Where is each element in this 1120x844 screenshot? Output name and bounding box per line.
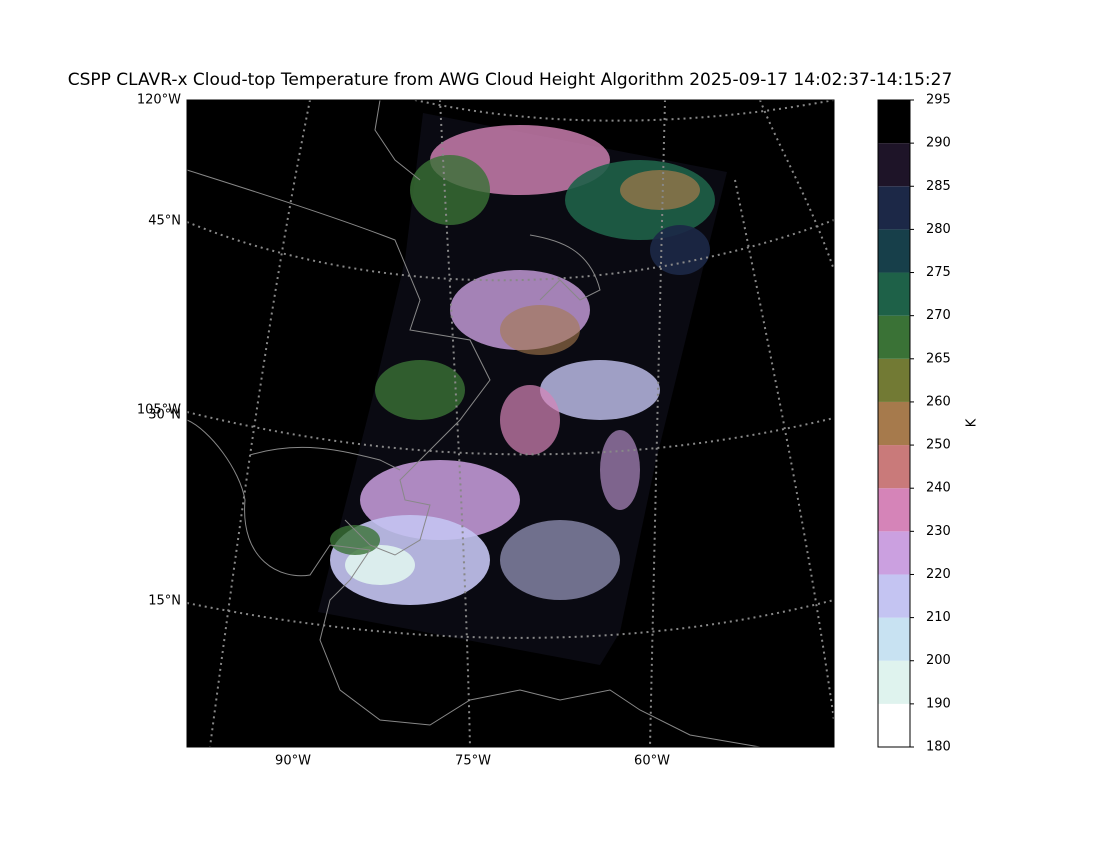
colorbar-segment bbox=[878, 401, 910, 446]
colorbar-tick-label: 260 bbox=[926, 394, 951, 409]
edge-label: 105°W bbox=[137, 403, 181, 418]
colorbar-tick-label: 275 bbox=[926, 265, 951, 280]
satellite-swath bbox=[318, 113, 727, 665]
colorbar-tick-label: 280 bbox=[926, 222, 951, 237]
colorbar-label: K bbox=[965, 418, 980, 427]
lat-label: 30°N bbox=[148, 408, 181, 423]
edge-label: 120°W bbox=[137, 93, 181, 108]
colorbar-tick-label: 220 bbox=[926, 567, 951, 582]
colorbar-segment bbox=[878, 660, 910, 704]
colorbar-tick-label: 265 bbox=[926, 351, 951, 366]
colorbar-segment bbox=[878, 143, 910, 187]
colorbar-tick-label: 270 bbox=[926, 308, 951, 323]
colorbar-tick-label: 190 bbox=[926, 696, 951, 711]
colorbar-segment bbox=[878, 186, 910, 230]
colorbar-tick-label: 180 bbox=[926, 740, 951, 755]
colorbar-tick-label: 240 bbox=[926, 481, 951, 496]
colorbar-segment bbox=[878, 488, 910, 532]
colorbar: 180 190 200 210 220 230 240 250 260 265 270 275 280 2… bbox=[877, 93, 951, 755]
colorbar-tick-label: 250 bbox=[926, 438, 951, 453]
lon-label: 75°W bbox=[455, 754, 491, 769]
colorbar-segment bbox=[878, 272, 910, 316]
lat-label: 45°N bbox=[148, 214, 181, 229]
colorbar-tick-label: 200 bbox=[926, 653, 951, 668]
map-title: CSPP CLAVR-x Cloud-top Temperature from … bbox=[68, 70, 953, 90]
lat-label: 15°N bbox=[148, 594, 181, 609]
map-frame bbox=[186, 99, 835, 748]
lon-label: 60°W bbox=[634, 754, 670, 769]
colorbar-segment bbox=[878, 703, 910, 747]
colorbar-segment bbox=[878, 100, 910, 144]
colorbar-segment bbox=[878, 617, 910, 661]
map-area bbox=[187, 100, 834, 747]
lon-label: 90°W bbox=[275, 754, 311, 769]
colorbar-segment bbox=[878, 531, 910, 575]
colorbar-frame bbox=[877, 99, 911, 748]
colorbar-segment bbox=[878, 574, 910, 618]
colorbar-tick-label: 230 bbox=[926, 524, 951, 539]
colorbar-tick-label: 295 bbox=[926, 93, 951, 108]
coastlines bbox=[187, 100, 761, 747]
colorbar-segment bbox=[878, 315, 910, 359]
colorbar-tick-label: 210 bbox=[926, 610, 951, 625]
colorbar-segment bbox=[878, 358, 910, 402]
colorbar-segment bbox=[878, 445, 910, 489]
graticule bbox=[187, 100, 834, 747]
colorbar-tick-label: 285 bbox=[926, 179, 951, 194]
colorbar-tick-label: 290 bbox=[926, 136, 951, 151]
colorbar-segment bbox=[878, 229, 910, 273]
